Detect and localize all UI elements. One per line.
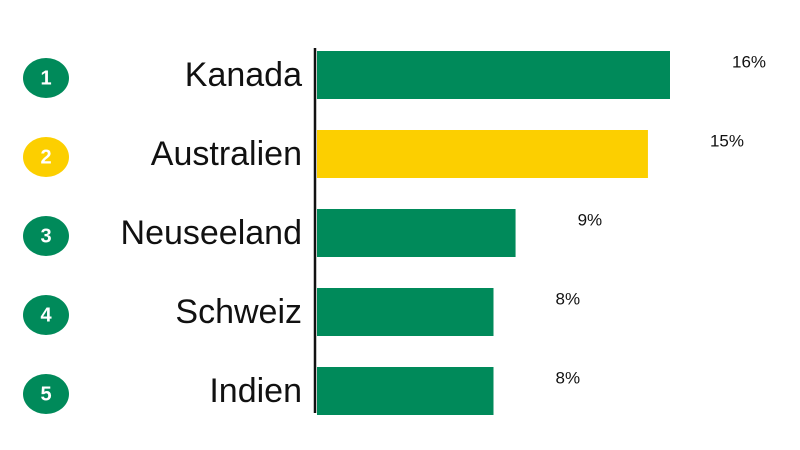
- category-label: Neuseeland: [121, 214, 302, 252]
- bar: [317, 51, 670, 99]
- category-label: Australien: [151, 135, 302, 173]
- bar: [317, 130, 648, 178]
- rank-number: 3: [40, 225, 51, 247]
- bar: [317, 367, 494, 415]
- category-label: Kanada: [185, 56, 302, 94]
- rank-number: 4: [40, 304, 52, 326]
- rank-badge: [23, 58, 69, 98]
- value-label: 9%: [578, 210, 603, 229]
- rank-badge: [23, 137, 69, 177]
- category-label: Indien: [209, 372, 302, 410]
- rank-number: 1: [40, 67, 51, 89]
- category-label: Schweiz: [175, 293, 302, 331]
- rank-badge: [23, 374, 69, 414]
- value-label: 8%: [556, 289, 581, 308]
- bar: [317, 209, 516, 257]
- value-label: 16%: [732, 52, 766, 71]
- value-label: 8%: [556, 368, 581, 387]
- rank-badge: [23, 216, 69, 256]
- rank-number: 5: [40, 383, 51, 405]
- rank-number: 2: [40, 146, 51, 168]
- rank-badge: [23, 295, 69, 335]
- bar: [317, 288, 494, 336]
- value-label: 15%: [710, 131, 744, 150]
